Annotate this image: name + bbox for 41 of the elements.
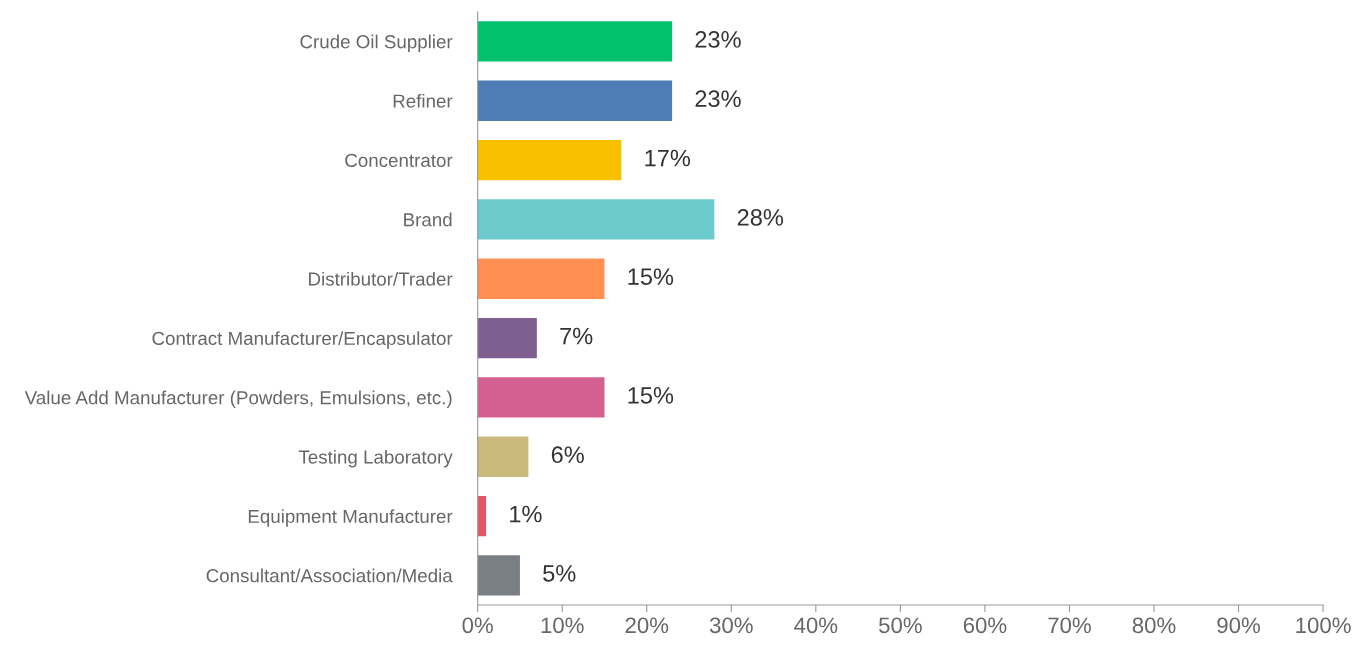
data-label: 15% (628, 387, 674, 404)
y-tick-label: Equipment Manufacturer (248, 509, 453, 527)
data-label: 1% (510, 505, 542, 523)
x-tick-label: 10% (541, 617, 584, 634)
x-tick-label: 80% (1132, 617, 1176, 634)
x-tick-label: 90% (1217, 617, 1260, 634)
x-tick-label: 100% (1296, 617, 1351, 634)
bar (477, 80, 673, 121)
data-label: 7% (560, 327, 593, 345)
data-label: 28% (737, 209, 784, 226)
x-tick-label: 60% (963, 617, 1007, 634)
bar (477, 199, 715, 240)
bar (477, 555, 520, 596)
bar (477, 139, 622, 181)
x-tick-label: 40% (794, 617, 838, 634)
data-label: 6% (551, 446, 584, 464)
data-label: 5% (543, 565, 576, 582)
bar (477, 21, 673, 62)
x-tick-label: 20% (625, 617, 669, 634)
bar (477, 377, 605, 418)
y-tick-label: Refiner (393, 93, 453, 108)
y-tick-label: Distributor/Trader (309, 271, 453, 286)
bar (477, 436, 529, 477)
y-tick-label: Consultant/Association/Media (206, 568, 453, 583)
bar (477, 258, 605, 299)
x-tick-label: 0% (462, 617, 493, 634)
bar (477, 317, 537, 359)
data-label: 23% (695, 31, 741, 48)
data-label: 15% (628, 268, 674, 286)
bar (477, 495, 487, 537)
x-tick-label: 70% (1048, 617, 1091, 634)
x-tick-label: 30% (709, 617, 753, 634)
data-label: 23% (695, 90, 741, 108)
x-tick-label: 50% (879, 617, 922, 634)
data-label: 17% (645, 149, 691, 167)
y-tick-label: Contract Manufacturer/Encapsulator (152, 331, 453, 349)
y-tick-label: Concentrator (345, 153, 453, 168)
y-tick-label: Brand (404, 212, 452, 227)
y-tick-label: Crude Oil Supplier (300, 34, 453, 53)
y-tick-label: Testing Laboratory (298, 449, 453, 468)
y-tick-label: Value Add Manufacturer (Powders, Emulsions, etc.) (24, 390, 452, 409)
